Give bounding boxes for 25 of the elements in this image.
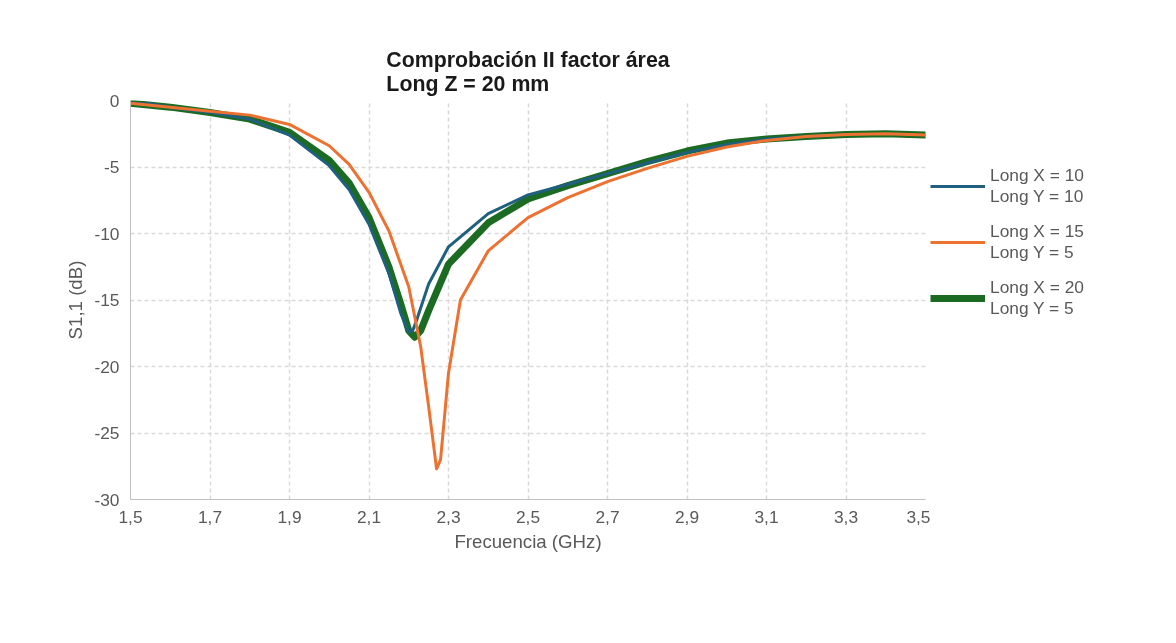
x-tick-label: 3,5 — [906, 506, 931, 527]
y-tick-label: -10 — [94, 223, 120, 244]
x-axis-title: Frecuencia (GHz) — [454, 530, 602, 552]
x-tick-label: 2,7 — [595, 506, 620, 527]
y-tick-label: -5 — [104, 157, 120, 177]
x-tick-label: 2,3 — [436, 506, 461, 527]
legend-label: Long X = 15 Long Y = 5 — [990, 221, 1084, 263]
x-tick-label: 1,7 — [197, 506, 223, 527]
x-tick-label: 1,5 — [118, 506, 143, 527]
y-tick-label: -30 — [94, 489, 120, 510]
legend-label: Long X = 10 Long Y = 10 — [990, 165, 1084, 207]
x-tick-label: 2,5 — [515, 506, 541, 527]
x-tick-label: 1,9 — [277, 506, 302, 527]
line-series — [130, 101, 926, 471]
chart-title: Comprobación II factor área Long Z = 20 mm — [386, 47, 670, 96]
y-tick-label: -25 — [94, 423, 120, 443]
y-tick-label: -20 — [94, 356, 120, 377]
legend-label: Long X = 20 Long Y = 5 — [990, 277, 1084, 319]
y-tick-label: -15 — [94, 290, 120, 310]
x-tick-label: 3,1 — [754, 506, 779, 527]
x-tick-label: 2,1 — [356, 506, 382, 527]
y-axis-title: S1,1 (dB) — [65, 260, 87, 340]
x-tick-label: 2,9 — [674, 506, 700, 527]
y-tick-label: 0 — [109, 90, 120, 111]
x-tick-label: 3,3 — [833, 506, 859, 527]
